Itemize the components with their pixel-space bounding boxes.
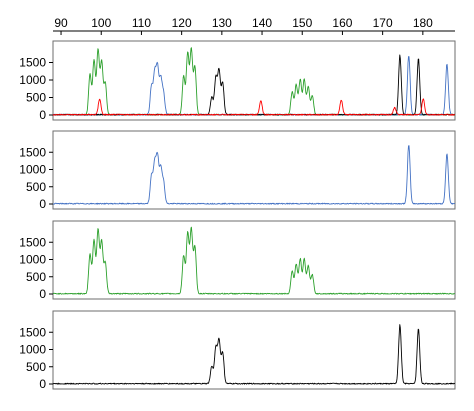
- y-tick-label-overlay-1500: 1500: [19, 56, 46, 70]
- x-tick-label-110: 110: [132, 16, 151, 30]
- x-tick-label-170: 170: [373, 16, 393, 30]
- y-tick-label-black-1500: 1500: [19, 325, 46, 339]
- y-tick-label-green-1000: 1000: [19, 253, 46, 267]
- trace-green-0: [52, 226, 455, 295]
- y-tick-label-black-1000: 1000: [19, 343, 46, 357]
- x-tick-label-160: 160: [332, 16, 352, 30]
- y-tick-label-black-0: 0: [39, 377, 46, 391]
- panel-frame-black: [52, 310, 456, 390]
- panel-frame-blue: [52, 130, 456, 210]
- trace-overlay-1: [52, 56, 455, 116]
- trace-overlay-3: [52, 98, 455, 116]
- x-tick-label-90: 90: [54, 16, 68, 30]
- x-tick-label-120: 120: [172, 16, 192, 30]
- x-tick-label-140: 140: [252, 16, 272, 30]
- x-tick-label-100: 100: [91, 16, 111, 30]
- trace-black-0: [52, 324, 456, 385]
- y-tick-label-overlay-0: 0: [39, 108, 46, 122]
- y-tick-label-blue-0: 0: [39, 197, 46, 211]
- y-tick-label-overlay-1000: 1000: [19, 73, 46, 87]
- trace-overlay-2: [52, 54, 455, 116]
- panel-frame-green: [52, 220, 456, 300]
- y-tick-label-blue-1000: 1000: [19, 163, 46, 177]
- trace-blue-0: [52, 145, 455, 205]
- x-tick-label-150: 150: [292, 16, 312, 30]
- y-tick-label-green-500: 500: [26, 270, 46, 284]
- y-tick-label-overlay-500: 500: [26, 91, 46, 105]
- y-tick-label-green-1500: 1500: [19, 235, 46, 249]
- y-tick-label-blue-500: 500: [26, 180, 46, 194]
- trace-overlay-0: [52, 47, 456, 116]
- x-tick-label-180: 180: [413, 16, 433, 30]
- x-tick-label-130: 130: [212, 16, 232, 30]
- y-tick-label-black-500: 500: [26, 360, 46, 374]
- y-tick-label-blue-1500: 1500: [19, 145, 46, 159]
- y-tick-label-green-0: 0: [39, 287, 46, 301]
